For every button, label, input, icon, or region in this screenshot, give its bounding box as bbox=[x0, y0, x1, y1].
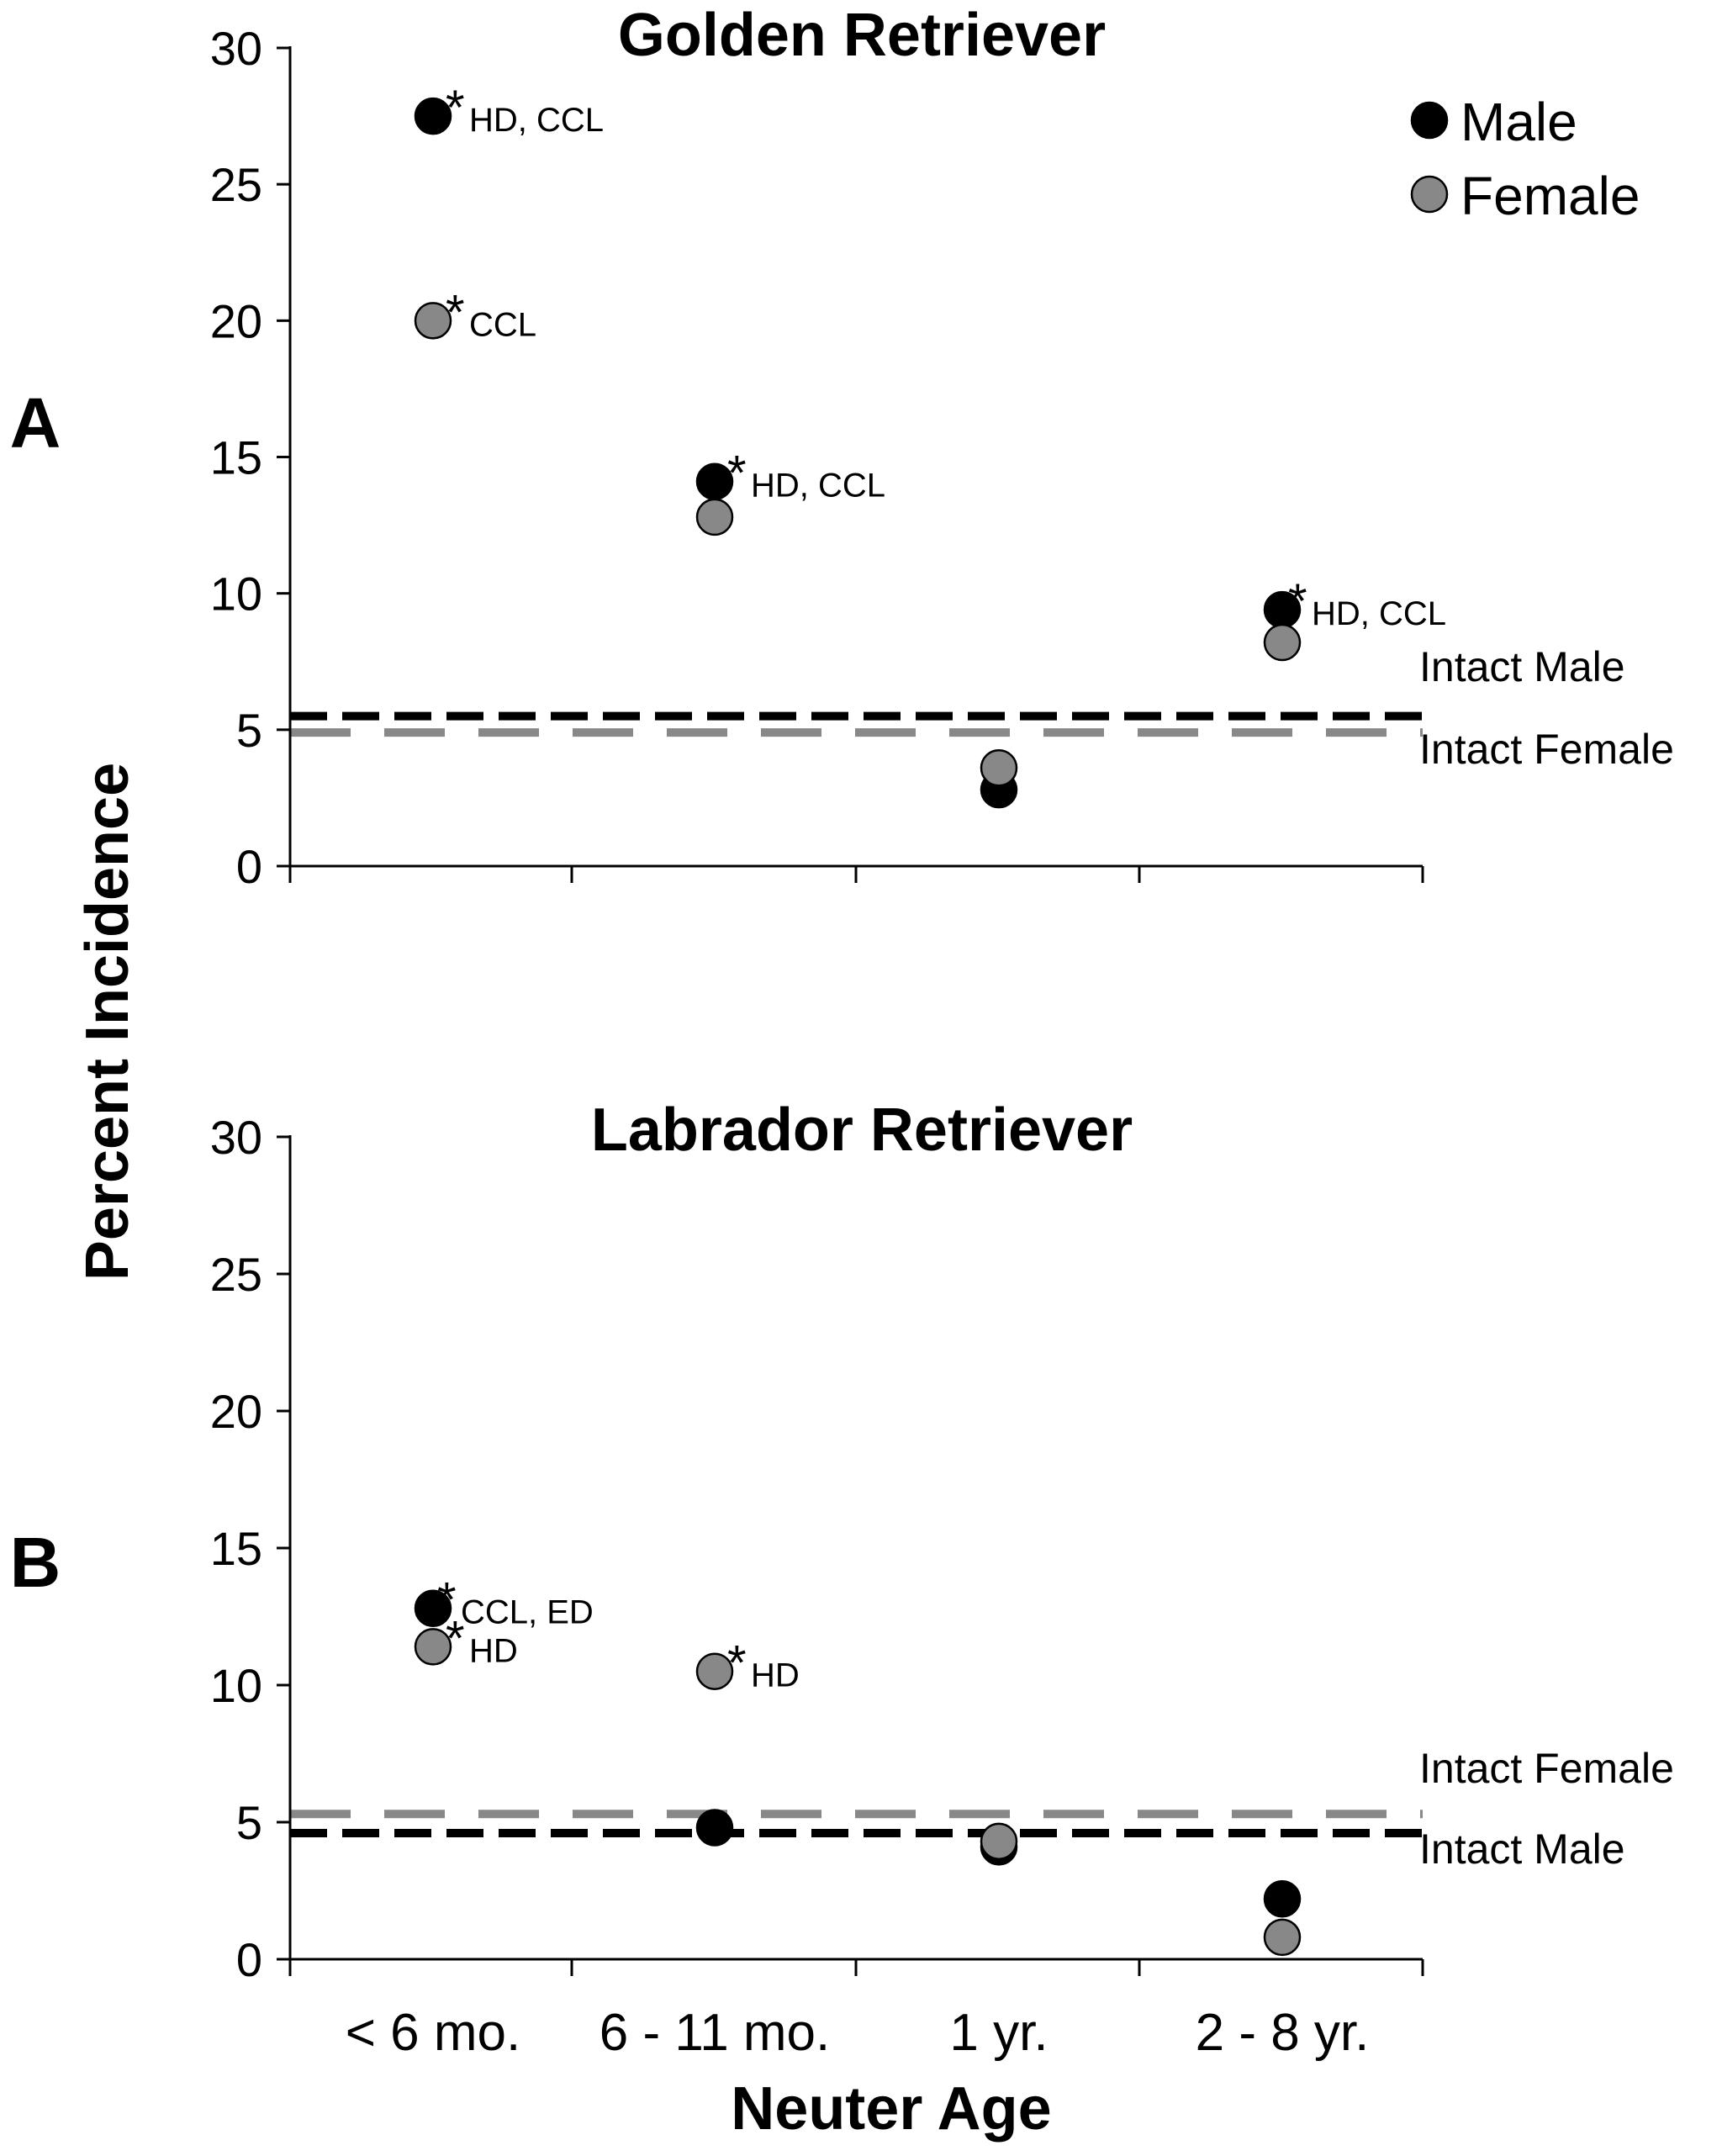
data-points-layer bbox=[414, 97, 1449, 1957]
panel-b-point-female-0 bbox=[414, 1628, 452, 1666]
panel-b-point-male-0 bbox=[414, 1589, 452, 1627]
panel-a-point-female-1 bbox=[695, 498, 734, 536]
panel-b-reference-label-1: Intact Male bbox=[1419, 1826, 1625, 1873]
panel-b-sig-star-female-1: * bbox=[727, 1636, 747, 1691]
panel-b-y-tick-label-5: 5 bbox=[236, 1796, 262, 1849]
legend-label-male: Male bbox=[1461, 92, 1577, 152]
panel-a-point-female-3 bbox=[1263, 623, 1302, 662]
panel-b-y-tick-label-15: 15 bbox=[210, 1522, 262, 1575]
panel-a-reference-label-1: Intact Female bbox=[1419, 726, 1674, 773]
panel-a-y-tick-label-20: 20 bbox=[210, 294, 262, 347]
legend-marker-male bbox=[1410, 101, 1449, 140]
reference-lines-layer bbox=[290, 711, 1423, 1838]
text-layer: Intact Male Intact Female 0 5 10 15 20 25 30 Gold… bbox=[10, 2, 1674, 2062]
panel-b-reference-label-0: Intact Female bbox=[1419, 1745, 1674, 1792]
panel-b-letter: B bbox=[10, 1523, 61, 1602]
x-category-label-3: 2 - 8 yr. bbox=[1196, 2004, 1370, 2062]
panel-b-point-male-3 bbox=[1263, 1880, 1302, 1918]
panel-a-letter: A bbox=[10, 383, 61, 462]
panel-b-annotation-female-0: HD bbox=[469, 1632, 518, 1669]
panel-a-annotation-male-0: HD, CCL bbox=[469, 102, 604, 139]
panel-a-point-male-0 bbox=[414, 97, 452, 135]
panel-b-y-tick-label-0: 0 bbox=[236, 1933, 262, 1986]
panel-b-title: Labrador Retriever bbox=[591, 1096, 1133, 1164]
legend-label-female: Female bbox=[1461, 166, 1640, 226]
panel-a-y-tick-label-30: 30 bbox=[210, 22, 262, 75]
legend-marker-female bbox=[1410, 175, 1449, 214]
panel-a-y-tick-label-5: 5 bbox=[236, 704, 262, 757]
x-category-label-0: < 6 mo. bbox=[346, 2004, 521, 2062]
panel-a-sig-star-female-0: * bbox=[446, 285, 465, 340]
panel-a-annotation-male-3: HD, CCL bbox=[1312, 595, 1446, 632]
panel-b-y-tick-label-25: 25 bbox=[210, 1248, 262, 1301]
panel-b-y-tick-label-10: 10 bbox=[210, 1659, 262, 1712]
panel-a-y-tick-label-0: 0 bbox=[236, 840, 262, 893]
panel-b-y-tick-label-30: 30 bbox=[210, 1111, 262, 1164]
axes-layer bbox=[277, 46, 1424, 1976]
panel-b-annotation-male-0: CCL, ED bbox=[461, 1594, 594, 1631]
panel-a-sig-star-male-3: * bbox=[1288, 574, 1307, 629]
panel-b-y-tick-label-20: 20 bbox=[210, 1385, 262, 1438]
panel-a-y-tick-label-10: 10 bbox=[210, 568, 262, 621]
panel-a-point-female-0 bbox=[414, 302, 452, 340]
panel-a-y-tick-label-25: 25 bbox=[210, 158, 262, 211]
panel-b-point-male-1 bbox=[695, 1809, 734, 1847]
x-category-label-1: 6 - 11 mo. bbox=[600, 2004, 831, 2062]
panel-a-reference-label-0: Intact Male bbox=[1419, 643, 1625, 690]
panel-b-annotation-female-1: HD bbox=[751, 1657, 800, 1694]
panel-b-point-female-2 bbox=[980, 1822, 1018, 1861]
y-axis-title: Percent Incidence bbox=[74, 763, 141, 1281]
panel-a-annotation-female-0: CCL bbox=[469, 306, 536, 343]
panel-a-point-female-2 bbox=[980, 748, 1018, 787]
panel-b-sig-star-male-0: * bbox=[437, 1573, 457, 1628]
panel-a-title: Golden Retriever bbox=[618, 2, 1106, 69]
panel-b-sig-star-female-0: * bbox=[446, 1611, 465, 1666]
panel-b-point-female-3 bbox=[1263, 1918, 1302, 1957]
panel-a-sig-star-male-1: * bbox=[727, 447, 747, 501]
panel-a-y-tick-label-15: 15 bbox=[210, 431, 262, 484]
panel-a-sig-star-male-0: * bbox=[446, 81, 465, 135]
panel-b-point-female-1 bbox=[695, 1652, 734, 1690]
x-axis-title: Neuter Age bbox=[731, 2075, 1051, 2143]
x-category-label-2: 1 yr. bbox=[949, 2004, 1048, 2062]
panel-a-annotation-male-1: HD, CCL bbox=[751, 468, 885, 505]
